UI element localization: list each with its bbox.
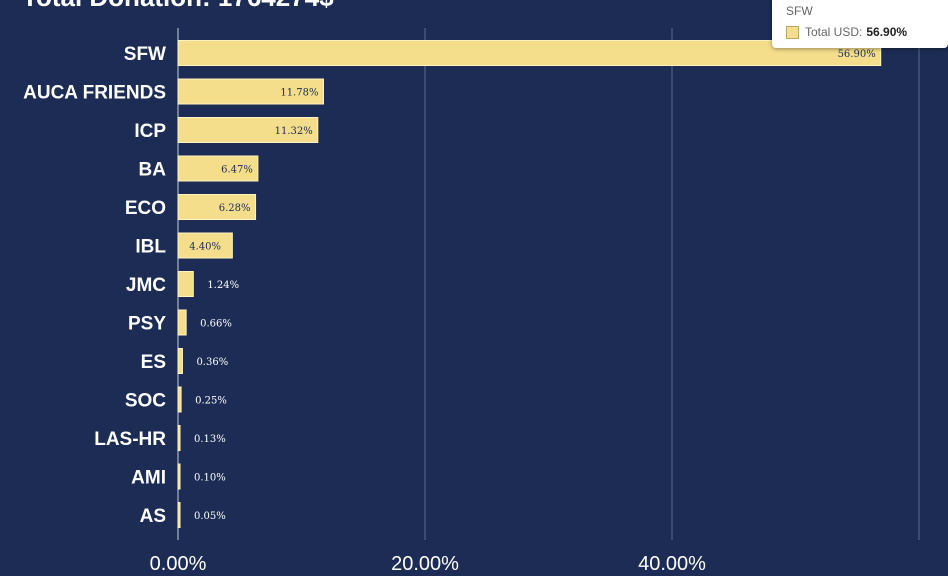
bar[interactable] (177, 309, 187, 336)
value-label: 0.66% (200, 319, 232, 330)
x-tick-label: 40.00% (638, 553, 706, 575)
value-label: 56.90% (838, 49, 876, 60)
bar[interactable] (177, 271, 194, 297)
chart-title: Total Donation: 1764274$ (22, 0, 334, 12)
bar[interactable] (177, 386, 182, 413)
value-label: 6.28% (219, 203, 251, 214)
bar[interactable] (177, 348, 183, 374)
category-labels: SFW AUCA FRIENDS ICP BA ECO IBL JMC PSY ES SOC LAS… (23, 44, 166, 527)
category-label: JMC (126, 275, 166, 296)
category-label: SOC (125, 391, 166, 412)
category-label: IBL (135, 237, 166, 258)
tooltip-color-swatch (786, 25, 799, 39)
gridlines (177, 28, 920, 540)
bar[interactable] (177, 232, 233, 259)
value-label: 0.13% (194, 434, 226, 445)
value-label: 6.47% (221, 165, 253, 176)
tooltip-title: SFW (786, 4, 813, 18)
hover-tooltip: SFW Total USD: 56.90% (772, 0, 948, 48)
category-label: SFW (124, 44, 166, 65)
tooltip-value: 56.90% (866, 25, 908, 39)
value-label: 0.10% (194, 473, 226, 484)
x-tick-label: 0.00% (150, 553, 207, 575)
x-tick-label: 20.00% (391, 553, 459, 575)
tooltip-series-label: Total USD: (805, 25, 863, 39)
category-label: ECO (125, 198, 166, 219)
value-label: 0.25% (195, 396, 227, 407)
tooltip-row: Total USD: 56.90% (786, 25, 907, 39)
category-label: ES (141, 352, 166, 373)
bar[interactable] (177, 463, 181, 490)
bar[interactable] (177, 194, 257, 220)
bar[interactable] (177, 425, 181, 451)
category-label: AS (140, 506, 166, 527)
bar[interactable] (177, 40, 882, 66)
bar[interactable] (177, 155, 259, 182)
category-label: ICP (134, 121, 166, 142)
value-label: 4.40% (189, 242, 221, 253)
bar[interactable] (177, 78, 324, 105)
category-label: AMI (131, 468, 166, 489)
category-label: AUCA FRIENDS (23, 83, 166, 104)
bar[interactable] (177, 502, 181, 528)
value-label: 11.32% (275, 126, 313, 137)
value-label: 11.78% (280, 88, 318, 99)
x-axis-ticks: 0.00% 20.00% 40.00% (150, 553, 706, 575)
value-label: 0.05% (194, 511, 226, 522)
value-label: 1.24% (207, 280, 239, 291)
category-label: LAS-HR (94, 429, 166, 450)
category-label: PSY (128, 314, 166, 335)
bar[interactable] (177, 117, 319, 143)
bars-group (177, 40, 882, 528)
value-label: 0.36% (196, 357, 228, 368)
value-labels: 56.90% 11.78% 11.32% 6.47% 6.28% 4.40% 1.24% 0.… (189, 49, 875, 522)
category-label: BA (139, 160, 167, 181)
